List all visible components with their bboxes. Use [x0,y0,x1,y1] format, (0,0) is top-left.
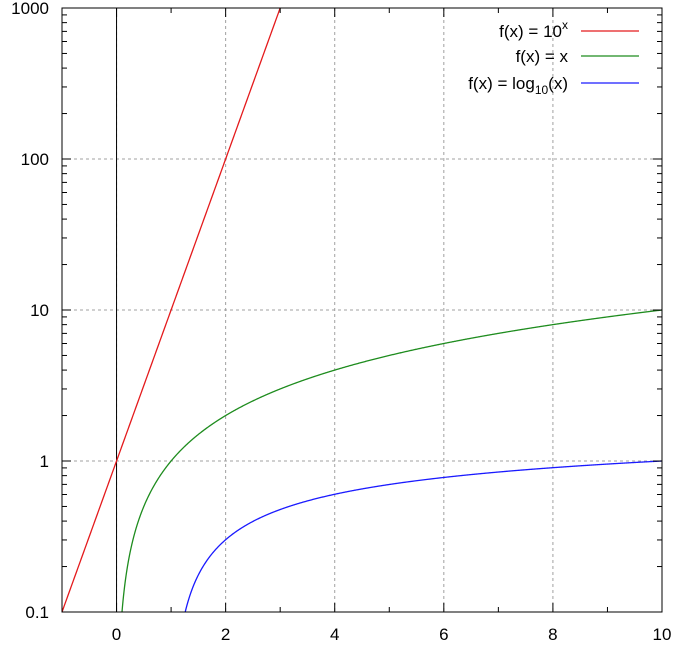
y-tick-label: 0.1 [25,603,49,622]
x-tick-label: 2 [221,625,230,644]
y-tick-label: 100 [21,150,49,169]
y-tick-label: 1 [40,452,49,471]
legend-label-3: f(x) = log10(x) [468,74,568,97]
series-curves [62,8,662,612]
x-tick-label: 10 [653,625,672,644]
y-tick-label: 1000 [11,0,49,18]
series-line-2 [121,309,662,612]
x-tick-label: 0 [112,625,121,644]
x-tick-label: 4 [330,625,339,644]
legend-label-1: f(x) = 10x [499,18,568,41]
gridlines [62,8,662,612]
x-tick-label: 8 [548,625,557,644]
legend-label-2: f(x) = x [516,47,569,66]
series-line-3 [184,460,662,612]
legend: f(x) = 10x f(x) = x f(x) = log10(x) [468,18,639,97]
tick-labels: 0 2 4 6 8 10 0.1 1 10 100 1000 [11,0,671,644]
axis-ticks [61,7,663,613]
y-tick-label: 10 [30,301,49,320]
series-line-1 [62,8,281,612]
x-tick-label: 6 [439,625,448,644]
